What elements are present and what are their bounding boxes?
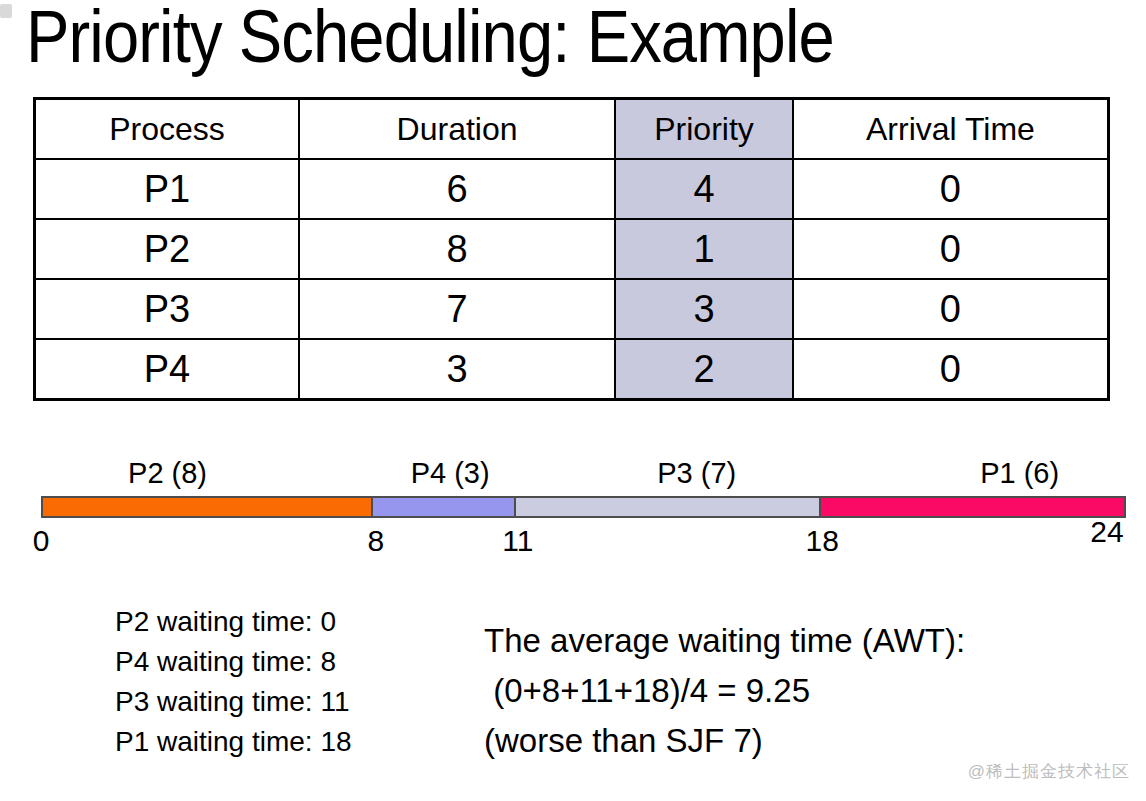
cell-duration: 3 [299,339,615,400]
slide-title: Priority Scheduling: Example [26,0,834,78]
cell-priority: 3 [615,279,793,339]
cell-process: P3 [35,279,299,339]
cell-duration: 6 [299,159,615,219]
cell-arrival-time: 0 [793,159,1109,219]
awt-formula-line: (0+8+11+18)/4 = 9.25 [484,666,965,716]
gantt-tick-24: 24 [1090,515,1123,549]
col-header-duration: Duration [299,99,615,160]
table-header-row: Process Duration Priority Arrival Time [35,99,1109,160]
gantt-label-p3: P3 (7) [657,457,736,490]
waiting-times-block: P2 waiting time: 0 P4 waiting time: 8 P3… [115,602,352,762]
cell-process: P2 [35,219,299,279]
cell-duration: 8 [299,219,615,279]
gantt-chart: P2 (8) P4 (3) P3 (7) P1 (6) 0 8 11 18 24 [41,452,1132,562]
gantt-bar [41,496,1132,518]
gantt-tick-11: 11 [502,524,533,558]
awt-comparison-line: (worse than SJF 7) [484,716,965,766]
col-header-priority: Priority [615,99,793,160]
waiting-line-p1: P1 waiting time: 18 [115,722,352,762]
gantt-tick-18: 18 [805,524,838,558]
gantt-label-p1: P1 (6) [980,457,1059,490]
watermark: @稀土掘金技术社区 [968,760,1130,783]
gantt-ticks: 0 8 11 18 24 [41,518,1132,562]
col-header-process: Process [35,99,299,160]
process-table: Process Duration Priority Arrival Time P… [33,97,1110,401]
gantt-segment-p4 [371,496,516,518]
slide: Priority Scheduling: Example Process Dur… [0,0,1146,801]
gantt-segment-p3 [514,496,822,518]
awt-block: The average waiting time (AWT): (0+8+11+… [484,616,965,766]
waiting-line-p4: P4 waiting time: 8 [115,642,352,682]
gantt-label-p4: P4 (3) [411,457,490,490]
gantt-tick-8: 8 [368,524,385,558]
gantt-segment-p2 [41,496,373,518]
table-row-p2: P2 8 1 0 [35,219,1109,279]
col-header-arrival-time: Arrival Time [793,99,1109,160]
table-row-p3: P3 7 3 0 [35,279,1109,339]
table-row-p4: P4 3 2 0 [35,339,1109,400]
waiting-line-p3: P3 waiting time: 11 [115,682,352,722]
cell-priority: 2 [615,339,793,400]
corner-artifact [0,4,12,18]
gantt-segment-labels: P2 (8) P4 (3) P3 (7) P1 (6) [41,452,1132,496]
gantt-label-p2: P2 (8) [128,457,207,490]
cell-process: P4 [35,339,299,400]
gantt-segment-p1 [819,496,1126,518]
cell-priority: 1 [615,219,793,279]
table-row-p1: P1 6 4 0 [35,159,1109,219]
cell-process: P1 [35,159,299,219]
cell-duration: 7 [299,279,615,339]
cell-arrival-time: 0 [793,219,1109,279]
cell-arrival-time: 0 [793,339,1109,400]
awt-title-line: The average waiting time (AWT): [484,616,965,666]
cell-priority: 4 [615,159,793,219]
gantt-tick-0: 0 [33,524,50,558]
waiting-line-p2: P2 waiting time: 0 [115,602,352,642]
cell-arrival-time: 0 [793,279,1109,339]
